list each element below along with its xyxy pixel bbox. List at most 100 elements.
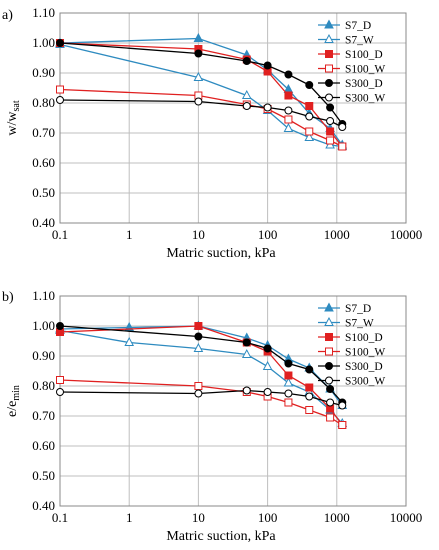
- data-point: [326, 413, 335, 422]
- series-s100-w: [56, 376, 347, 429]
- x-tick-label: 1000: [324, 510, 350, 525]
- data-point: [284, 359, 293, 368]
- legend-marker: [325, 362, 333, 370]
- x-tick-label: 1000: [324, 227, 350, 242]
- legend-marker: [325, 347, 333, 356]
- data-point: [326, 136, 335, 145]
- series-line: [59, 325, 343, 426]
- data-point: [193, 71, 204, 81]
- legend-entry: S300_D: [318, 78, 383, 90]
- data-point: [338, 142, 347, 151]
- legend-label: S7_W: [345, 318, 374, 330]
- data-point: [56, 39, 64, 47]
- legend-entry: S100_D: [318, 332, 383, 344]
- y-tick-label: 0.90: [32, 348, 55, 363]
- series-s300-w: [56, 386, 347, 410]
- y-tick-label: 1.00: [32, 35, 55, 50]
- x-axis-label: Matric suction, kPa: [166, 246, 276, 261]
- x-tick-label: 0.1: [52, 510, 68, 525]
- data-point: [194, 389, 203, 398]
- data-point: [242, 57, 251, 65]
- y-axis-label: w/wsat: [5, 100, 22, 135]
- data-point: [263, 61, 272, 70]
- series-line: [59, 329, 343, 424]
- data-point: [284, 106, 293, 115]
- y-tick-label: 0.80: [32, 95, 55, 110]
- x-tick-label: 10: [192, 227, 205, 242]
- legend-label: S7_D: [345, 303, 371, 315]
- legend-marker: [324, 316, 334, 326]
- data-point: [326, 398, 335, 407]
- data-point: [305, 81, 314, 89]
- y-tick-label: 0.50: [32, 185, 55, 200]
- legend-marker: [324, 302, 334, 312]
- data-point: [263, 344, 272, 353]
- data-point: [193, 32, 204, 42]
- y-axis-label-subscript: min: [11, 385, 22, 401]
- data-point: [304, 131, 315, 141]
- data-point: [124, 336, 135, 346]
- data-point: [283, 377, 294, 387]
- series-s300-d: [56, 39, 347, 128]
- chart-panel-a: 0.1 1 10 100 1000 10000 0.40 0.50 0.60 0.70 0.80 0.…: [2, 5, 422, 261]
- data-point: [242, 338, 251, 347]
- y-tick-label: 0.50: [32, 468, 55, 483]
- legend-entry: S7_W: [318, 33, 374, 47]
- y-axis-label-main: e/e: [5, 401, 20, 417]
- y-axis-label-main: w/w: [5, 111, 20, 136]
- data-point: [56, 322, 64, 330]
- data-point: [305, 127, 314, 136]
- y-axis-label-subscript: sat: [11, 100, 22, 111]
- y-tick-label: 1.00: [32, 318, 55, 333]
- legend-entry: S300_W: [318, 93, 385, 105]
- data-point: [194, 322, 203, 330]
- plot-frame: [59, 295, 407, 507]
- data-point: [263, 103, 272, 112]
- x-tick-label: 0.1: [52, 227, 68, 242]
- data-point: [241, 89, 252, 99]
- data-point: [194, 97, 203, 106]
- data-point: [283, 122, 294, 132]
- data-point: [305, 383, 314, 392]
- data-point: [284, 371, 293, 380]
- legend-entry: S7_D: [318, 302, 371, 315]
- data-point: [305, 406, 314, 414]
- data-point: [241, 348, 252, 358]
- data-point: [326, 103, 335, 112]
- series-line: [59, 42, 343, 125]
- series-s300-d: [56, 322, 347, 407]
- data-point: [56, 96, 64, 104]
- y-tick-label: 0.90: [32, 65, 55, 80]
- legend-label: S100_W: [345, 347, 385, 359]
- data-point: [56, 376, 64, 384]
- y-tick-label: 0.60: [32, 438, 55, 453]
- series-s100-w: [56, 85, 347, 151]
- data-point: [262, 360, 273, 370]
- data-point: [326, 127, 335, 136]
- chart-panel-b: 0.1 1 10 100 1000 10000 0.40 0.50 0.60 0.70 0.80 0.…: [2, 288, 422, 544]
- y-tick-label: 0.70: [32, 408, 55, 423]
- legend-label: S7_W: [345, 35, 374, 47]
- data-point: [305, 112, 314, 121]
- x-tick-label: 1: [126, 510, 133, 525]
- y-tick-label: 0.80: [32, 378, 55, 393]
- legend-entry: S7_D: [318, 19, 371, 32]
- legend-marker: [325, 79, 333, 87]
- y-axis-label: e/emin: [5, 385, 22, 417]
- legend-entry: S100_W: [318, 347, 385, 359]
- data-point: [326, 385, 335, 393]
- legend-marker: [324, 19, 334, 29]
- data-point: [194, 332, 203, 341]
- data-point: [242, 102, 251, 110]
- x-axis-label: Matric suction, kPa: [166, 529, 276, 544]
- legend-label: S300_D: [345, 78, 383, 90]
- legend-marker: [324, 33, 334, 43]
- data-point: [194, 49, 203, 58]
- data-point: [305, 102, 314, 110]
- y-tick-label: 0.40: [32, 215, 55, 230]
- series-line: [59, 37, 343, 146]
- data-point: [194, 382, 203, 390]
- data-point: [242, 386, 251, 395]
- data-point: [263, 388, 272, 396]
